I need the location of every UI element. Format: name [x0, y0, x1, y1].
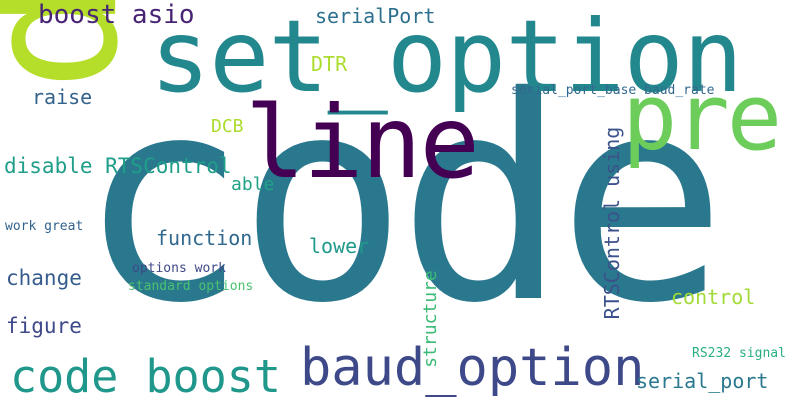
word-serial-port-base-baud-rate: serial_port_base baud_rate: [511, 83, 715, 98]
word-code: code: [78, 36, 727, 365]
word-structure: structure: [420, 270, 441, 368]
word-raise: raise: [32, 85, 93, 109]
word-work-great: work great: [5, 219, 84, 234]
word-lower: lower: [309, 234, 370, 258]
word-standard-options: standard options: [128, 279, 254, 294]
word-figure: figure: [6, 314, 82, 338]
word-options-work: options work: [132, 261, 226, 276]
word-pre: pre: [622, 64, 782, 171]
word-code-boost: code boost: [10, 350, 281, 400]
word-baud-option: baud_option: [300, 338, 645, 398]
word-function: function: [156, 226, 253, 250]
word-set-option: set_option: [150, 0, 743, 115]
word-serialPort: serialPort: [315, 4, 436, 28]
word-disable-RTSControl: disable RTSControl: [4, 154, 232, 178]
word-DTR: DTR: [311, 52, 348, 76]
word-able: able: [231, 174, 275, 195]
word-line: line: [245, 84, 480, 201]
word-RS232-signal: RS232 signal: [692, 346, 786, 361]
word-serial-port: serial_port: [636, 369, 769, 393]
word-boost-asio: boost asio: [38, 0, 195, 30]
word-RTSControl-using: RTSControl using: [600, 126, 624, 320]
word-DCB: DCB: [211, 116, 244, 137]
word-change: change: [6, 266, 82, 290]
word-control: control: [671, 285, 756, 309]
